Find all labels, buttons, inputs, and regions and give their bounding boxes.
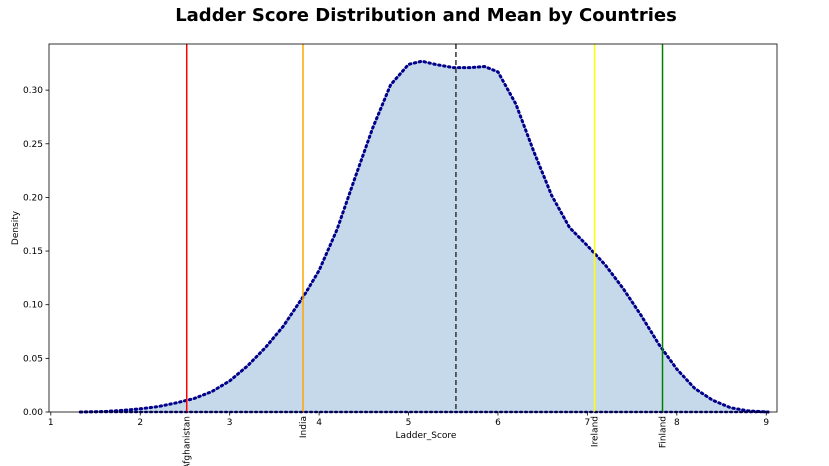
plot-area — [48, 43, 778, 414]
x-tick-label: 7 — [585, 418, 591, 428]
x-axis: 1 2 3 4 5 6 7 8 9 — [48, 412, 769, 428]
x-tick-label: 2 — [137, 418, 143, 428]
y-tick-label: 0.05 — [23, 354, 43, 364]
x-tick-label: 1 — [48, 418, 54, 428]
chart-title: Ladder Score Distribution and Mean by Co… — [175, 5, 677, 26]
x-tick-label: 6 — [495, 418, 501, 428]
y-tick-label: 0.25 — [23, 140, 43, 150]
country-label-ireland: Ireland — [591, 416, 601, 447]
x-axis-label: Ladder_Score — [396, 431, 457, 441]
y-tick-label: 0.00 — [23, 408, 43, 418]
x-tick-label: 9 — [763, 418, 769, 428]
x-tick-label: 8 — [674, 418, 680, 428]
country-label-finland: Finland — [659, 416, 669, 448]
y-axis-label: Density — [11, 210, 21, 245]
country-labels: Afghanistan India Ireland Finland — [183, 416, 669, 466]
y-axis: 0.00 0.05 0.10 0.15 0.20 0.25 0.30 — [23, 86, 49, 418]
density-curve — [78, 59, 770, 414]
y-tick-label: 0.15 — [23, 247, 43, 257]
country-label-india: India — [299, 416, 309, 438]
country-label-afghanistan: Afghanistan — [183, 416, 193, 466]
plot-frame — [48, 43, 778, 413]
y-tick-label: 0.20 — [23, 193, 43, 203]
density-area — [80, 61, 769, 412]
y-tick-label: 0.30 — [23, 86, 43, 96]
x-tick-label: 3 — [227, 418, 233, 428]
x-tick-label: 4 — [316, 418, 322, 428]
y-tick-label: 0.10 — [23, 301, 43, 311]
x-tick-label: 5 — [406, 418, 412, 428]
